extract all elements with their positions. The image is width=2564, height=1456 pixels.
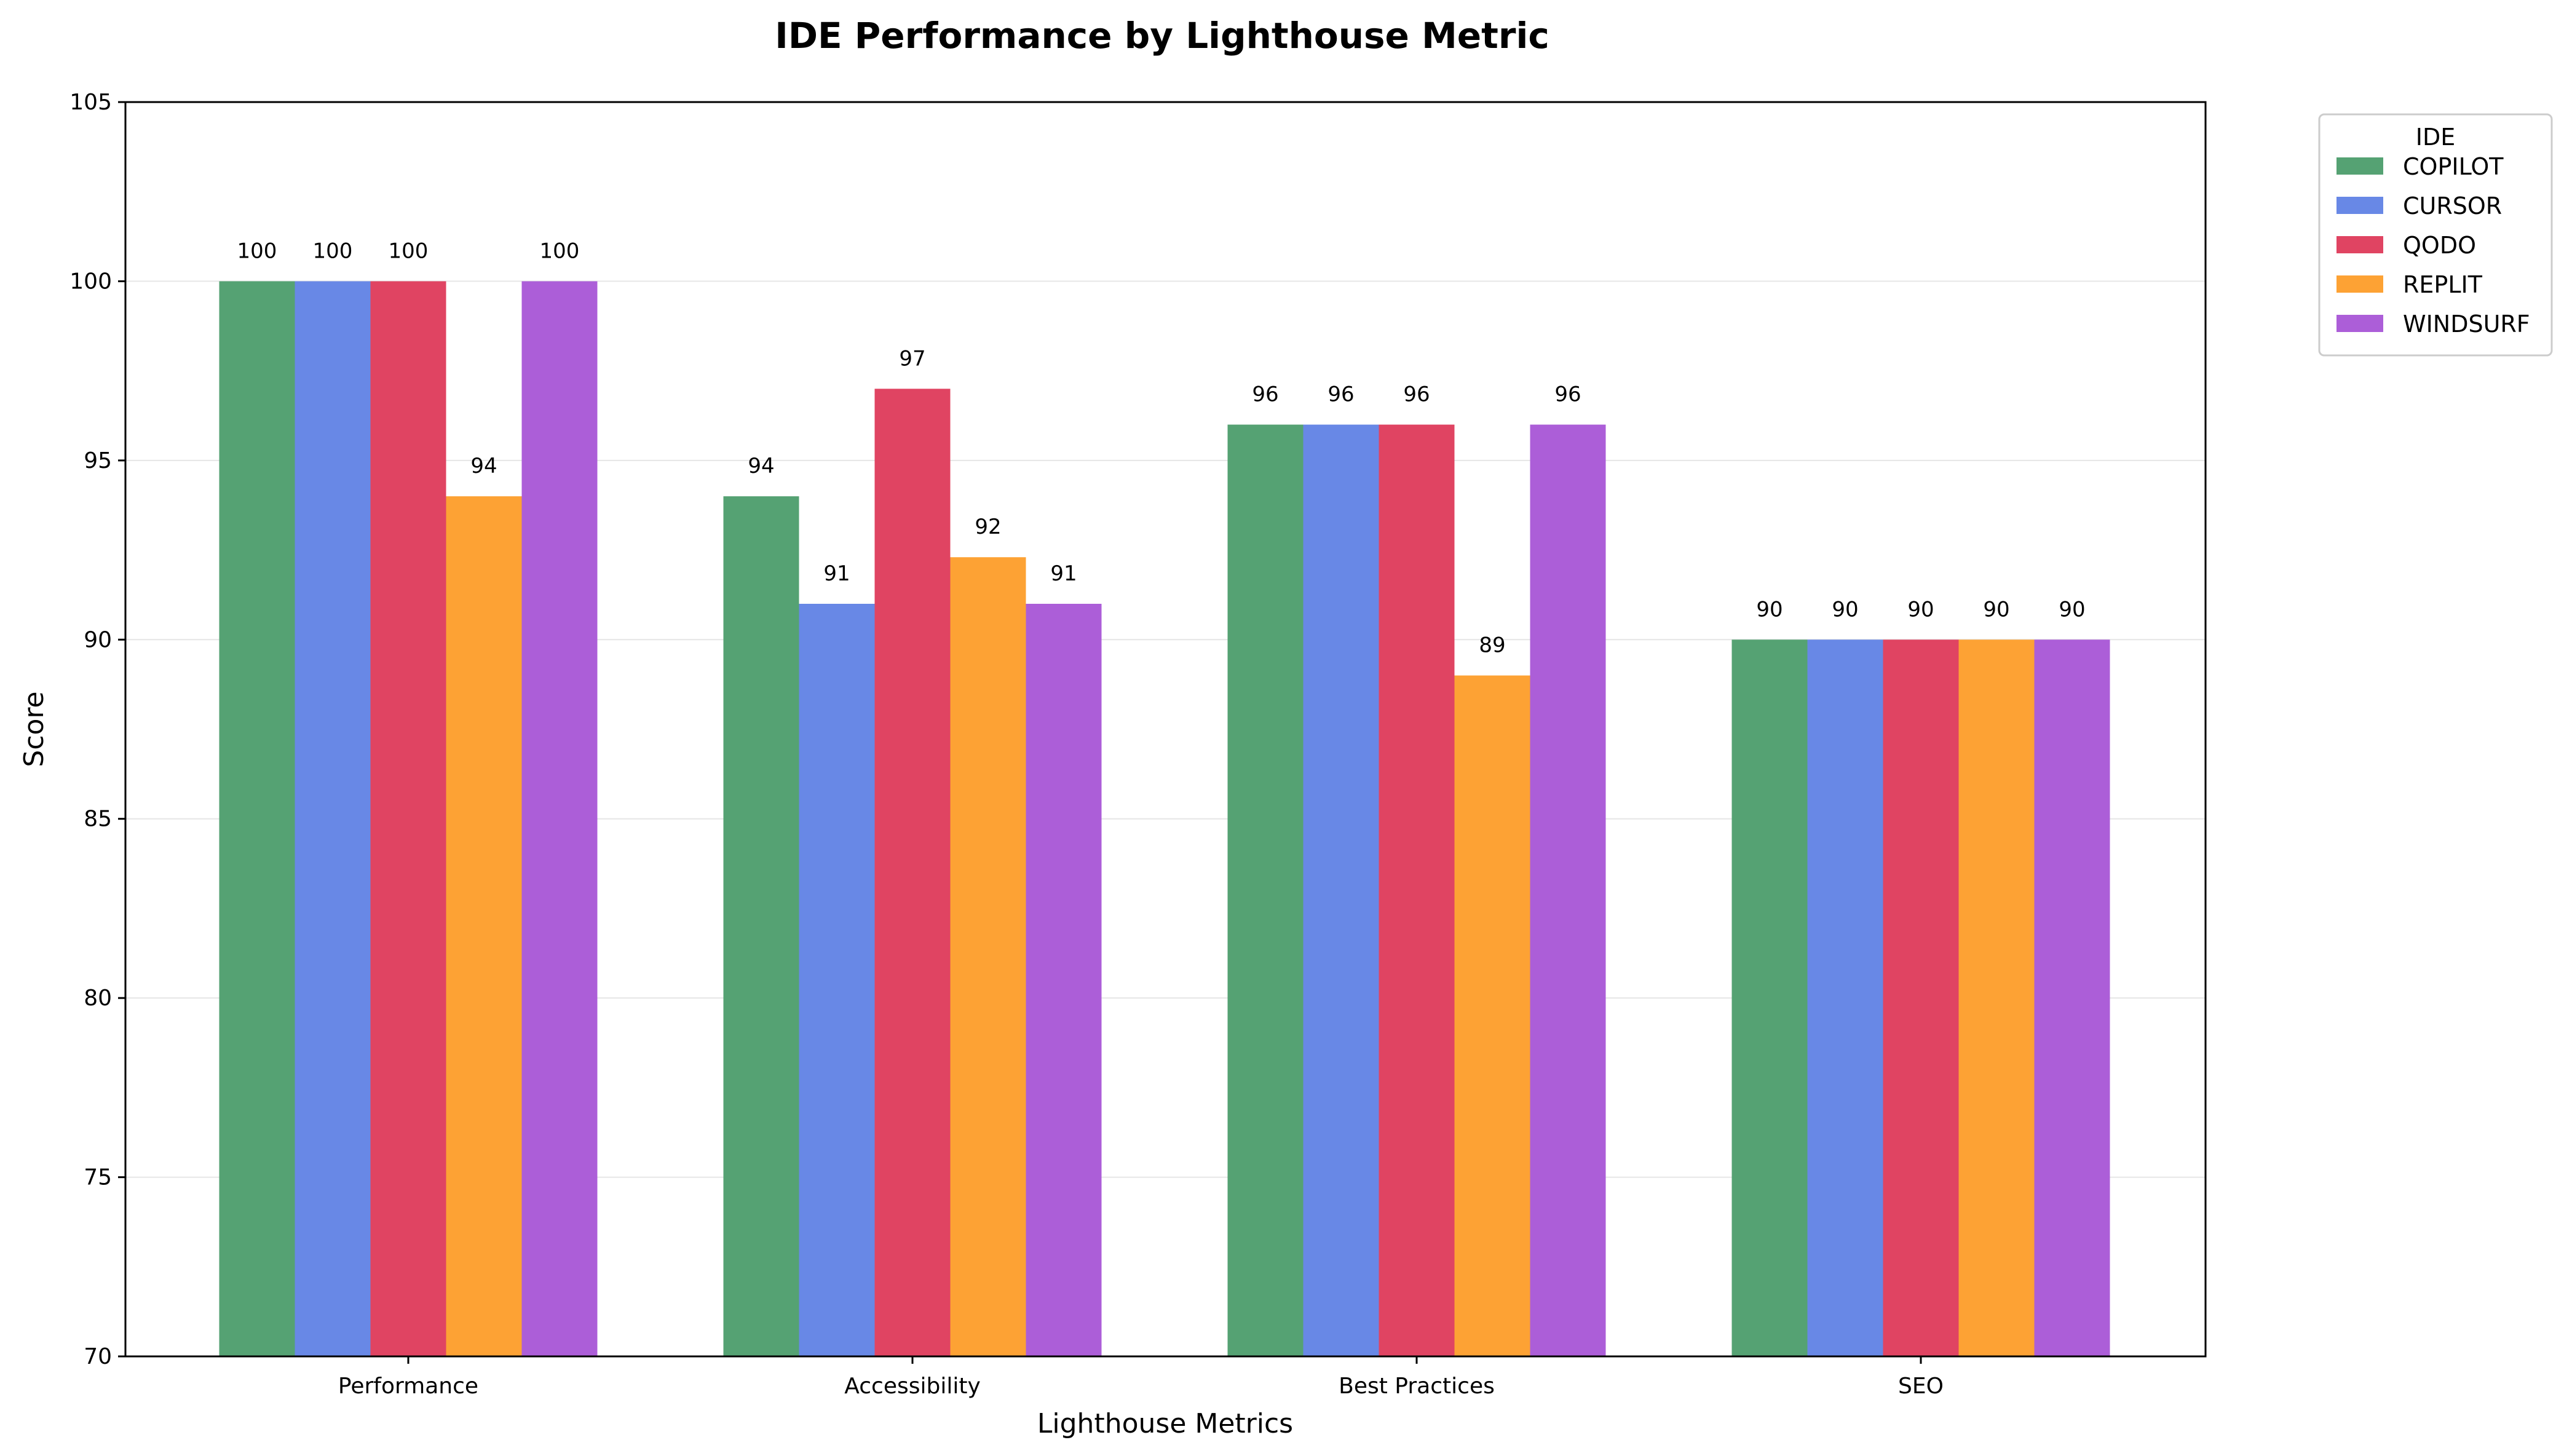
bar-qodo xyxy=(370,281,446,1356)
y-tick-label: 90 xyxy=(84,627,112,652)
legend: IDE COPILOT CURSOR QODO REPLIT WINDSURF xyxy=(2318,113,2553,357)
bar-windsurf xyxy=(2034,639,2110,1356)
y-tick-label: 105 xyxy=(69,90,112,115)
data-label: 89 xyxy=(1479,633,1505,658)
data-label: 90 xyxy=(1832,597,1858,622)
data-label: 100 xyxy=(389,239,429,263)
data-label: 97 xyxy=(899,346,925,371)
legend-swatch xyxy=(2336,236,2383,253)
x-tick-label: Accessibility xyxy=(844,1374,981,1399)
y-tick-label: 95 xyxy=(84,448,112,473)
bar-copilot xyxy=(1731,639,1808,1356)
x-tick-label: Best Practices xyxy=(1339,1374,1495,1399)
y-tick-label: 70 xyxy=(84,1344,112,1369)
bar-replit xyxy=(1958,639,2035,1356)
y-tick-label: 75 xyxy=(84,1165,112,1190)
y-tick-label: 80 xyxy=(84,986,112,1011)
bar-qodo xyxy=(1883,639,1959,1356)
y-tick-label: 100 xyxy=(69,269,112,294)
data-label: 90 xyxy=(1983,597,2009,622)
bars xyxy=(219,281,2110,1357)
data-label: 96 xyxy=(1328,382,1354,407)
bar-cursor xyxy=(295,281,371,1356)
plot-frame xyxy=(124,101,2207,1358)
legend-label: CURSOR xyxy=(2403,192,2502,220)
data-label: 96 xyxy=(1252,382,1278,407)
legend-swatch xyxy=(2336,275,2383,293)
data-label: 94 xyxy=(470,454,497,478)
legend-label: WINDSURF xyxy=(2403,311,2530,338)
data-label: 92 xyxy=(975,515,1001,539)
chart-title: IDE Performance by Lighthouse Metric xyxy=(775,15,1549,57)
bar-copilot xyxy=(219,281,295,1356)
bar-qodo xyxy=(874,389,951,1357)
legend-swatch xyxy=(2336,197,2383,214)
bar-replit xyxy=(950,557,1026,1357)
legend-title: IDE xyxy=(2416,124,2455,151)
legend-label: QODO xyxy=(2403,232,2476,259)
x-tick-label: SEO xyxy=(1898,1374,1944,1399)
bar-cursor xyxy=(1807,639,1883,1356)
legend-label: REPLIT xyxy=(2403,271,2483,298)
bar-cursor xyxy=(1303,424,1379,1356)
x-axis-title: Lighthouse Metrics xyxy=(1037,1408,1293,1439)
data-label: 90 xyxy=(1907,597,1934,622)
x-tick-label: Performance xyxy=(338,1374,478,1399)
legend-label: COPILOT xyxy=(2403,153,2504,180)
bar-cursor xyxy=(799,604,875,1356)
legend-swatch xyxy=(2336,315,2383,332)
data-label: 91 xyxy=(823,561,850,586)
bar-copilot xyxy=(723,496,799,1357)
data-label: 90 xyxy=(2059,597,2085,622)
bar-windsurf xyxy=(1530,424,1606,1356)
bar-windsurf xyxy=(521,281,598,1356)
data-label: 91 xyxy=(1050,561,1077,586)
bar-qodo xyxy=(1379,424,1455,1356)
bar-windsurf xyxy=(1026,604,1102,1356)
y-axis: 70 75 80 85 90 95 100 105 xyxy=(69,90,125,1369)
data-label: 90 xyxy=(1756,597,1783,622)
y-tick-label: 85 xyxy=(84,807,112,832)
x-axis: Performance Accessibility Best Practices SE… xyxy=(338,1356,1944,1399)
bar-copilot xyxy=(1227,424,1304,1356)
legend-swatch xyxy=(2336,157,2383,175)
y-axis-title: Score xyxy=(18,691,50,767)
data-label: 100 xyxy=(313,239,353,263)
bar-replit xyxy=(1454,675,1530,1356)
data-label: 96 xyxy=(1403,382,1430,407)
data-label: 100 xyxy=(540,239,580,263)
data-label: 96 xyxy=(1554,382,1581,407)
data-label: 100 xyxy=(237,239,277,263)
data-labels: 100 100 100 94 100 94 91 97 92 91 96 96 96 89 96 90 90 90… xyxy=(237,239,2086,657)
data-label: 94 xyxy=(748,454,774,478)
bar-replit xyxy=(446,496,522,1357)
